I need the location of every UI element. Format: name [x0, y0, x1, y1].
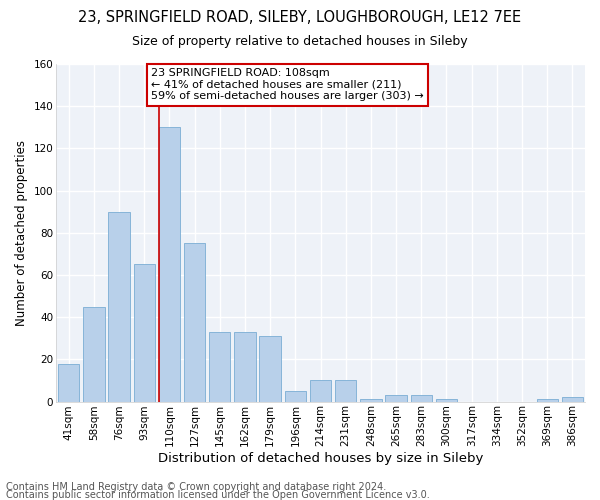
Bar [436, 400, 457, 402]
Bar [310, 380, 331, 402]
Bar [109, 212, 130, 402]
Bar [83, 306, 104, 402]
Text: Contains HM Land Registry data © Crown copyright and database right 2024.: Contains HM Land Registry data © Crown c… [6, 482, 386, 492]
Bar [159, 128, 180, 402]
Bar [335, 380, 356, 402]
Bar [410, 395, 432, 402]
Text: 23, SPRINGFIELD ROAD, SILEBY, LOUGHBOROUGH, LE12 7EE: 23, SPRINGFIELD ROAD, SILEBY, LOUGHBOROU… [79, 10, 521, 25]
Bar [259, 336, 281, 402]
Text: Size of property relative to detached houses in Sileby: Size of property relative to detached ho… [132, 35, 468, 48]
Bar [284, 391, 306, 402]
Text: 23 SPRINGFIELD ROAD: 108sqm
← 41% of detached houses are smaller (211)
59% of se: 23 SPRINGFIELD ROAD: 108sqm ← 41% of det… [151, 68, 424, 102]
Bar [134, 264, 155, 402]
Text: Contains public sector information licensed under the Open Government Licence v3: Contains public sector information licen… [6, 490, 430, 500]
Bar [209, 332, 230, 402]
Bar [360, 400, 382, 402]
Bar [385, 395, 407, 402]
Bar [184, 244, 205, 402]
X-axis label: Distribution of detached houses by size in Sileby: Distribution of detached houses by size … [158, 452, 483, 465]
Bar [562, 398, 583, 402]
Y-axis label: Number of detached properties: Number of detached properties [15, 140, 28, 326]
Bar [58, 364, 79, 402]
Bar [536, 400, 558, 402]
Bar [234, 332, 256, 402]
